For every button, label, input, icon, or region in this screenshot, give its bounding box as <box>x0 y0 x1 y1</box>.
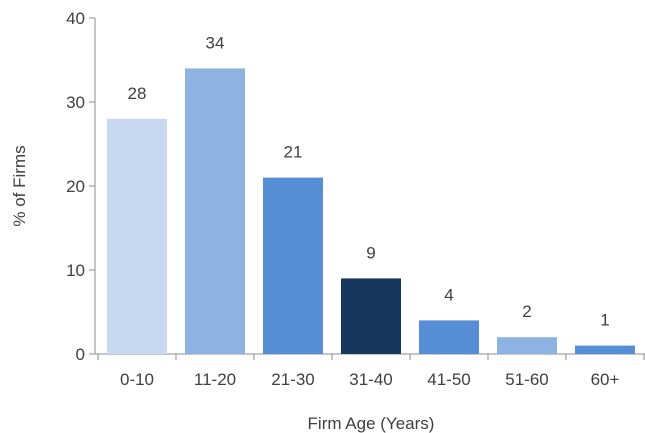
data-label: 4 <box>444 285 453 304</box>
bar <box>263 177 323 354</box>
bar <box>575 345 635 354</box>
x-tick-label: 11-20 <box>194 370 236 389</box>
x-axis-title: Firm Age (Years) <box>308 414 435 433</box>
y-tick-label: 0 <box>76 345 85 364</box>
bar <box>341 278 401 354</box>
y-tick-label: 30 <box>66 93 85 112</box>
data-label: 2 <box>522 302 531 321</box>
data-label: 1 <box>600 311 609 330</box>
data-label: 9 <box>366 243 375 262</box>
bar <box>185 68 245 355</box>
y-tick-label: 20 <box>66 177 85 196</box>
y-tick-label: 40 <box>66 9 85 28</box>
x-tick-label: 41-50 <box>427 370 470 389</box>
x-tick-label: 60+ <box>591 370 620 389</box>
x-tick-label: 31-40 <box>349 370 392 389</box>
y-tick-label: 10 <box>66 261 85 280</box>
bar-series <box>107 68 635 355</box>
x-tick-label: 0-10 <box>120 370 154 389</box>
bar <box>497 337 557 354</box>
x-axis: 0-10 11-20 21-30 31-40 41-50 51-60 60+ <box>89 353 645 389</box>
data-label: 28 <box>128 84 147 103</box>
y-axis: 0 10 20 30 40 <box>66 9 96 364</box>
data-label: 21 <box>284 143 303 162</box>
bar <box>419 320 479 354</box>
bar <box>107 118 167 354</box>
x-tick-label: 21-30 <box>271 370 314 389</box>
data-label: 34 <box>206 33 225 52</box>
x-tick-label: 51-60 <box>505 370 548 389</box>
y-axis-title: % of Firms <box>10 145 29 226</box>
